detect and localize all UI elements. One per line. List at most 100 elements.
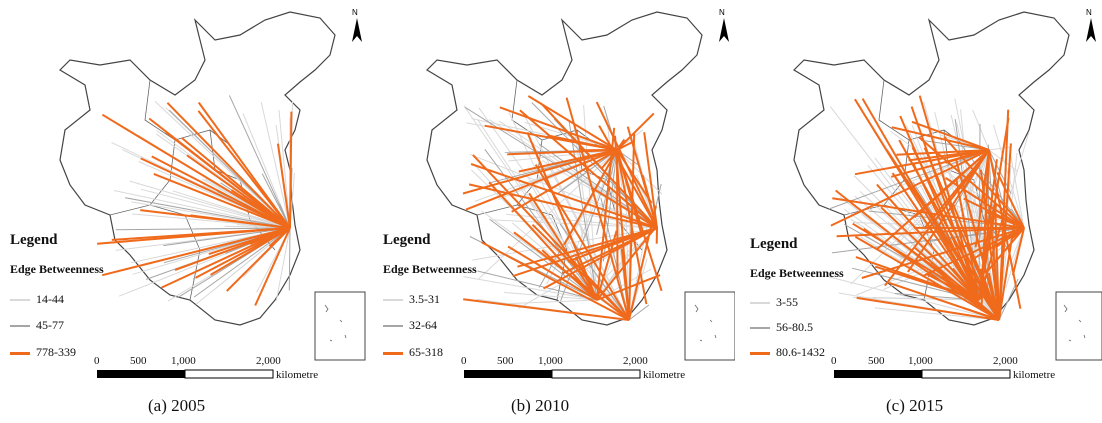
network-edge [153,172,291,229]
network-edge [595,101,658,229]
network-edge [481,241,630,321]
network-edge [504,292,598,301]
legend-label: 778-339 [36,345,76,359]
legend-subtitle: Edge Betweenness [750,266,844,280]
scale-unit: kilometre [643,369,686,381]
network-edge [596,227,656,301]
network-edge [974,149,990,248]
network-edge [911,162,980,301]
inset-map [314,291,366,361]
legend-label: 3-55 [776,295,798,309]
network-edge [488,181,598,301]
network-map-2005 [59,11,366,379]
north-arrow-icon [719,18,729,42]
legend-swatch [750,351,770,355]
network-edge [197,110,291,229]
network-edge [854,149,990,176]
network-edge [891,126,990,151]
map-caption: (b) 2010 [511,396,570,415]
network-edge [172,190,291,229]
network-edge [830,149,990,227]
network-edge [885,149,1000,321]
network-edge [978,215,1005,301]
network-edge [151,155,291,229]
legend-swatch [10,325,30,328]
network-edge [275,227,291,301]
scale-tick: 0 [461,355,467,367]
network-edge [565,97,630,321]
scale-bar-white [551,369,641,379]
legend-label: 45-77 [36,318,64,332]
network-edges [97,95,295,306]
network-edge [484,124,618,151]
legend-swatch [10,299,30,302]
scale-bar-white [921,369,1011,379]
network-edge [541,103,658,229]
network-edge [953,149,990,274]
network-edge [596,230,618,301]
legend-item-high: 80.6-1432 [750,345,825,360]
network-edge [530,142,598,301]
scale-tick: 1,000 [538,355,563,367]
network-edge [998,109,1010,321]
network-edge [596,127,616,301]
legend-item-high: 65-318 [383,345,443,360]
network-edge [1009,152,1025,229]
network-edge [1010,227,1025,240]
network-edge [531,223,630,321]
legend-subtitle: Edge Betweenness [10,262,104,276]
network-edge [591,186,658,229]
network-edge [210,227,291,276]
network-edge [581,227,658,257]
network-edge [880,206,980,301]
legend-label: 32-64 [409,318,437,332]
network-edge [124,197,291,229]
legend-label: 65-318 [409,345,443,359]
inset-islands [324,304,347,342]
network-edge [914,247,1000,321]
legend-title: Legend [383,232,431,248]
scale-tick: 0 [94,355,100,367]
scale-bar-white [184,369,274,379]
legend-label: 14-44 [36,292,64,306]
network-edge [161,227,291,289]
north-arrow-label: N [719,8,725,17]
network-edge [628,304,650,321]
network-edge [899,115,980,301]
network-edge [528,192,598,301]
network-edge [518,149,618,173]
network-edges [828,95,1030,321]
network-edge [563,149,618,246]
network-edge [508,149,618,162]
inset-map [684,291,735,361]
map-panel-2015: N Legend Edge Betweenness 3-55 56-80.5 8… [734,0,1102,423]
legend-label: 3.5-31 [409,292,440,306]
network-edge [462,149,618,195]
network-edge [140,157,291,229]
scale-unit: kilometre [1013,369,1056,381]
network-edge [1011,227,1025,276]
network-edge [174,227,291,271]
north-arrow-label: N [352,8,358,17]
network-edge [498,120,658,229]
network-edge [115,227,291,231]
network-edge [470,163,658,229]
north-arrow-icon [352,18,362,42]
network-edge [193,227,291,298]
legend-swatch [10,351,30,355]
network-edge [891,172,980,301]
network-edge [828,276,1000,321]
network-edge [468,183,658,229]
scale-tick: 2,000 [256,355,281,367]
network-edge [616,149,619,279]
map-caption: (a) 2005 [148,396,206,415]
scale-tick: 0 [831,355,837,367]
network-edge [101,227,291,277]
network-edge [888,281,1000,321]
legend-swatch [383,325,403,328]
network-edge [913,149,990,219]
scale-tick: 500 [868,355,885,367]
network-edge [190,214,291,229]
legend-item-mid: 56-80.5 [750,320,813,335]
network-edge [836,227,1025,238]
